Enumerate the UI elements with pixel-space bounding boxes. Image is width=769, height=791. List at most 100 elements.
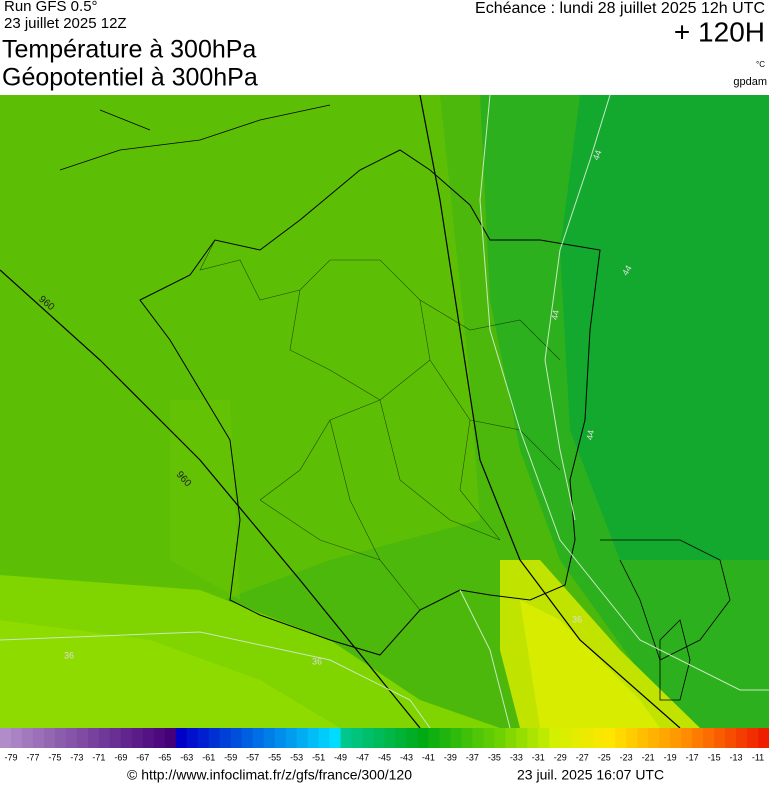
colorbar-cell (120, 728, 133, 748)
colorbar-cell (351, 728, 364, 748)
colorbar-label: -37 (466, 752, 479, 762)
colorbar-cell (340, 728, 353, 748)
colorbar-label: -77 (26, 752, 39, 762)
colorbar-cell (483, 728, 495, 748)
colorbar-label: -39 (444, 752, 457, 762)
colorbar-label: -63 (180, 752, 193, 762)
colorbar-cell (692, 728, 704, 748)
colorbar-cell (604, 728, 616, 748)
colorbar-cell (153, 728, 166, 748)
colorbar-label: -17 (686, 752, 699, 762)
colorbar-cell (582, 728, 594, 748)
contour-label: 36 (312, 656, 322, 666)
colorbar-label: -33 (510, 752, 523, 762)
colorbar-label: -41 (422, 752, 435, 762)
colorbar-label: -27 (576, 752, 589, 762)
colorbar-cell (747, 728, 759, 748)
colorbar-cell (186, 728, 199, 748)
colorbar-label: -49 (334, 752, 347, 762)
colorbar-cell (318, 728, 331, 748)
colorbar-label: -43 (400, 752, 413, 762)
colorbar-label: -47 (356, 752, 369, 762)
colorbar-label: -75 (48, 752, 61, 762)
colorbar-cell (296, 728, 309, 748)
colorbar-label: -35 (488, 752, 501, 762)
colorbar-cell (175, 728, 188, 748)
colorbar-cell (637, 728, 649, 748)
colorbar-cell (362, 728, 375, 748)
colorbar-cell (307, 728, 320, 748)
colorbar-label: -21 (642, 752, 655, 762)
colorbar-cell (98, 728, 111, 748)
map: 960 960 44 44 44 44 36 36 36 (0, 95, 769, 728)
lead-time: + 120H (674, 16, 765, 47)
colorbar-label: -31 (532, 752, 545, 762)
colorbar-cell (549, 728, 561, 748)
colorbar-label: -79 (4, 752, 17, 762)
generated: 23 juil. 2025 16:07 UTC (517, 767, 664, 783)
colorbar-cell (703, 728, 715, 748)
colorbar-cell (131, 728, 144, 748)
colorbar-cell (428, 728, 440, 748)
colorbar-cell (670, 728, 682, 748)
colorbar-cell (274, 728, 287, 748)
colorbar-cell (417, 728, 429, 748)
unit: gpdam (733, 76, 767, 88)
run-date: 23 juillet 2025 12Z (4, 15, 127, 32)
colorbar-cell (450, 728, 462, 748)
colorbar-label: -57 (246, 752, 259, 762)
colorbar-cell (626, 728, 638, 748)
colorbar-cell (285, 728, 298, 748)
colorbar-cell (54, 728, 67, 748)
colorbar: -79 -77 -75 -73 -71 -69 -67 -65 -63 -61 -59 -57 -55-… (0, 728, 769, 762)
colorbar-cell (571, 728, 583, 748)
title: Température à 300hPa (2, 36, 256, 64)
colorbar-cell (241, 728, 254, 748)
contour-label: 36 (64, 650, 74, 660)
colorbar-cell (43, 728, 56, 748)
colorbar-cell (714, 728, 726, 748)
colorbar-label: -71 (92, 752, 105, 762)
colorbar-cell (10, 728, 23, 748)
colorbar-label: -13 (730, 752, 743, 762)
colorbar-cell (725, 728, 737, 748)
colorbar-cell (65, 728, 78, 748)
colorbar-cell (76, 728, 89, 748)
title: Géopotentiel à 300hPa (2, 64, 258, 92)
colorbar-cell (197, 728, 210, 748)
contour-label: 44 (549, 309, 561, 321)
colorbar-label: -65 (158, 752, 171, 762)
colorbar-cell (32, 728, 45, 748)
contour-label: 44 (591, 149, 604, 162)
colorbar-label: -51 (312, 752, 325, 762)
colorbar-label: -15 (708, 752, 721, 762)
colorbar-cell (142, 728, 155, 748)
colorbar-cell (164, 728, 177, 748)
colorbar-cell (758, 728, 769, 748)
colorbar-label: -55 (268, 752, 281, 762)
colorbar-label: -29 (554, 752, 567, 762)
valid-time: Echéance : lundi 28 juillet 2025 12h UTC (475, 0, 765, 17)
colorbar-cell (538, 728, 550, 748)
colorbar-label: -53 (290, 752, 303, 762)
colorbar-cell (109, 728, 122, 748)
colorbar-cell (87, 728, 100, 748)
colorbar-cell (0, 728, 12, 748)
unit: °C (756, 60, 765, 69)
colorbar-cell (263, 728, 276, 748)
colorbar-cell (648, 728, 660, 748)
contour-label: 44 (620, 264, 634, 278)
colorbar-cell (384, 728, 396, 748)
colorbar-label: -67 (136, 752, 149, 762)
colorbar-cell (373, 728, 385, 748)
colorbar-cell (208, 728, 221, 748)
colorbar-label: -25 (598, 752, 611, 762)
colorbar-cell (461, 728, 473, 748)
colorbar-cell (593, 728, 605, 748)
colorbar-cell (329, 728, 342, 748)
colorbar-cell (230, 728, 243, 748)
colorbar-cell (21, 728, 34, 748)
source: © http://www.infoclimat.fr/z/gfs/france/… (127, 767, 412, 783)
colorbar-cell (219, 728, 232, 748)
